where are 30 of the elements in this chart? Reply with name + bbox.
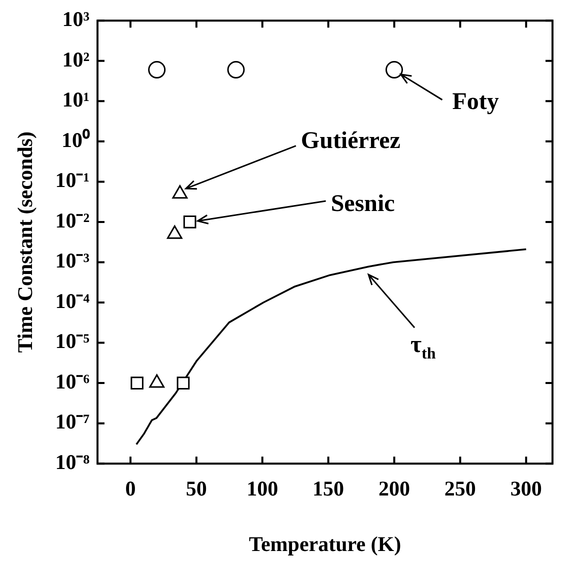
- y-tick-label: 10⁻¹: [55, 168, 90, 192]
- point: [385, 61, 403, 79]
- point: [227, 61, 245, 79]
- y-tick-label: 10²: [62, 47, 90, 72]
- annotation: Foty: [452, 89, 499, 116]
- point: [130, 376, 144, 390]
- y-tick-label: 10⁻⁵: [55, 329, 90, 354]
- annotation: Gutiérrez: [300, 128, 401, 154]
- x-tick-label: 200: [378, 476, 410, 501]
- point: [148, 61, 166, 79]
- x-tick-label: 0: [125, 476, 136, 501]
- y-tick-label: 10¹: [62, 88, 90, 112]
- y-tick-label: 10⁻⁶: [55, 369, 90, 394]
- y-tick-label: 10⁻³: [55, 248, 90, 273]
- y-axis-title: Time Constant (seconds): [13, 131, 38, 353]
- x-axis-title: Temperature (K): [248, 532, 402, 556]
- x-tick-label: 150: [312, 476, 344, 501]
- point: [183, 216, 196, 228]
- x-tick-label: 50: [186, 476, 207, 501]
- annotation: Sesnic: [330, 191, 396, 218]
- y-tick-label: 10³: [62, 7, 90, 32]
- y-tick-label: 10⁻⁸: [55, 450, 90, 474]
- x-tick-label: 250: [444, 476, 476, 501]
- y-tick-label: 10⁻²: [55, 208, 90, 232]
- point: [176, 376, 190, 390]
- y-tick-label: 10⁰: [61, 128, 90, 152]
- x-tick-label: 100: [246, 476, 278, 501]
- x-tick-label: 300: [510, 476, 542, 501]
- y-tick-label: 10⁻⁴: [55, 288, 90, 313]
- y-tick-label: 10⁻⁷: [55, 410, 90, 434]
